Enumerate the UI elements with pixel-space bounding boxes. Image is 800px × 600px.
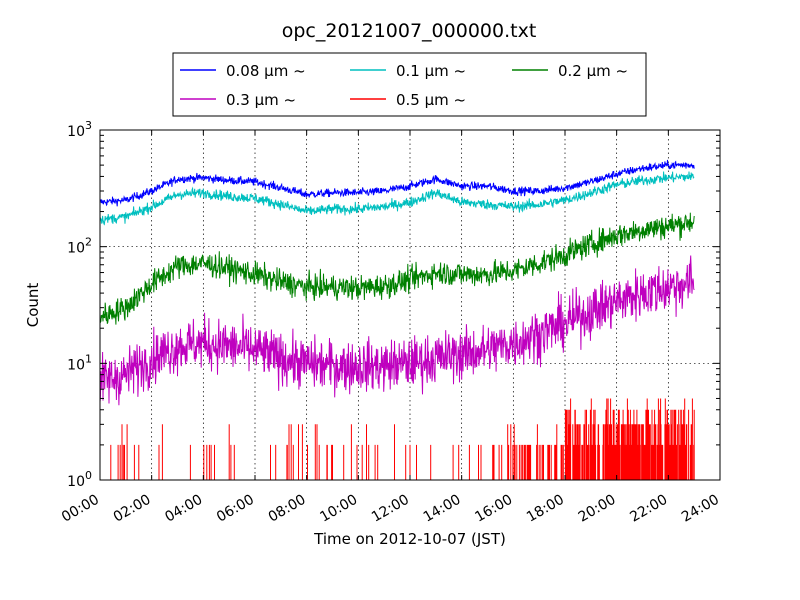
x-tick-label: 22:00 [627, 492, 670, 526]
legend-label: 0.08 μm ~ [226, 62, 306, 80]
y-tick-label: 103 [67, 119, 92, 140]
legend: 0.08 μm ~ 0.1 μm ~ 0.2 μm ~ 0.3 μm ~ 0.5 μm … [172, 52, 647, 117]
series-layer [99, 159, 695, 480]
series-line [99, 159, 695, 207]
legend-box [172, 52, 647, 117]
y-tick-label: 102 [67, 236, 92, 257]
x-tick-label: 20:00 [576, 492, 619, 526]
x-tick-label: 08:00 [266, 492, 309, 526]
series-line [110, 398, 695, 480]
legend-label: 0.5 μm ~ [396, 91, 466, 109]
x-tick-label: 10:00 [317, 492, 360, 526]
x-tick-label: 12:00 [369, 492, 412, 526]
series-line [99, 255, 695, 406]
legend-label: 0.3 μm ~ [226, 91, 296, 109]
x-axis-label: Time on 2012-10-07 (JST) [313, 530, 506, 548]
x-tick-label: 06:00 [214, 492, 257, 526]
y-tick-label: 100 [67, 469, 92, 490]
x-tick-label: 24:00 [679, 492, 722, 526]
series-line [99, 212, 695, 325]
x-tick-label: 14:00 [421, 492, 464, 526]
x-tick-label: 00:00 [59, 492, 102, 526]
legend-label: 0.1 μm ~ [396, 62, 466, 80]
x-tick-label: 02:00 [111, 492, 154, 526]
series-line [99, 171, 695, 226]
chart-title: opc_20121007_000000.txt [282, 20, 537, 42]
x-tick-label: 16:00 [472, 492, 515, 526]
y-axis-label: Count [24, 283, 42, 328]
y-tick-label: 101 [67, 352, 92, 373]
legend-label: 0.2 μm ~ [558, 62, 628, 80]
x-tick-label: 04:00 [162, 492, 205, 526]
x-tick-label: 18:00 [524, 492, 567, 526]
